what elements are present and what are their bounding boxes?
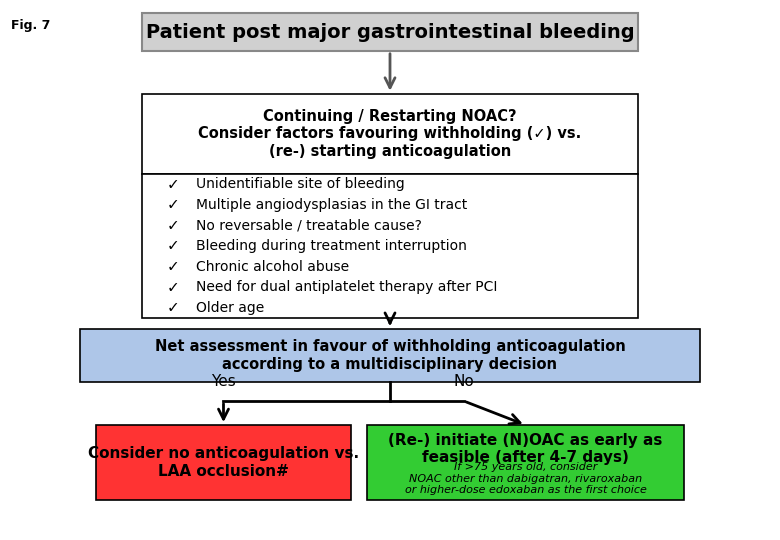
FancyBboxPatch shape: [142, 93, 638, 174]
Text: ✓: ✓: [167, 218, 179, 233]
Text: Older age: Older age: [197, 301, 264, 315]
FancyBboxPatch shape: [367, 425, 684, 500]
Text: Patient post major gastrointestinal bleeding: Patient post major gastrointestinal blee…: [146, 23, 634, 42]
Text: (Re-) initiate (N)OAC as early as
feasible (after 4-7 days): (Re-) initiate (N)OAC as early as feasib…: [388, 433, 663, 465]
Text: Chronic alcohol abuse: Chronic alcohol abuse: [197, 260, 349, 274]
Text: Consider no anticoagulation vs.
LAA occlusion#: Consider no anticoagulation vs. LAA occl…: [88, 446, 359, 478]
FancyBboxPatch shape: [142, 174, 638, 318]
Text: Net assessment in favour of withholding anticoagulation
according to a multidisc: Net assessment in favour of withholding …: [154, 339, 626, 372]
Text: ✓: ✓: [167, 177, 179, 192]
Text: ✓: ✓: [167, 259, 179, 274]
FancyBboxPatch shape: [142, 14, 638, 51]
Text: Yes: Yes: [211, 374, 236, 389]
Text: ✓: ✓: [167, 300, 179, 315]
Text: Unidentifiable site of bleeding: Unidentifiable site of bleeding: [197, 177, 405, 191]
Text: Fig. 7: Fig. 7: [10, 19, 50, 32]
Text: No: No: [453, 374, 474, 389]
FancyBboxPatch shape: [96, 425, 351, 500]
Text: No reversable / treatable cause?: No reversable / treatable cause?: [197, 218, 422, 232]
Text: Multiple angiodysplasias in the GI tract: Multiple angiodysplasias in the GI tract: [197, 198, 468, 212]
Text: Need for dual antiplatelet therapy after PCI: Need for dual antiplatelet therapy after…: [197, 280, 498, 294]
Text: ✓: ✓: [167, 280, 179, 295]
Text: ✓: ✓: [167, 239, 179, 253]
FancyBboxPatch shape: [80, 329, 700, 382]
Text: If >75 years old, consider
NOAC other than dabigatran, rivaroxaban
or higher-dos: If >75 years old, consider NOAC other th…: [405, 462, 647, 496]
Text: Bleeding during treatment interruption: Bleeding during treatment interruption: [197, 239, 467, 253]
Text: ✓: ✓: [167, 197, 179, 212]
Text: Continuing / Restarting NOAC?
Consider factors favouring withholding (✓) vs.
(re: Continuing / Restarting NOAC? Consider f…: [198, 109, 582, 159]
